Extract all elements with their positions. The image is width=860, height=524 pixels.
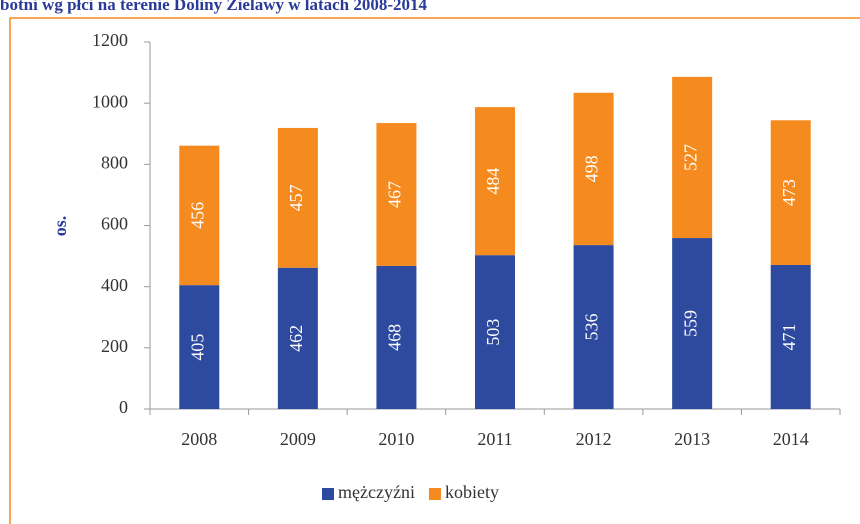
y-tick-label: 0 xyxy=(119,397,128,417)
bar-segment xyxy=(277,267,318,409)
data-label: 503 xyxy=(483,319,503,346)
data-label: 471 xyxy=(779,323,799,350)
x-tick-label: 2009 xyxy=(280,429,316,449)
legend-label: mężczyźni xyxy=(338,482,415,502)
data-label: 536 xyxy=(582,314,602,341)
y-axis-label: os. xyxy=(50,216,70,237)
x-tick-label: 2011 xyxy=(477,429,512,449)
chart-title: botni wg płci na terenie Doliny Zielawy … xyxy=(0,0,428,14)
legend-swatch xyxy=(322,488,334,500)
x-tick-label: 2014 xyxy=(773,429,809,449)
bar-segment xyxy=(475,255,515,409)
data-label: 473 xyxy=(779,179,799,206)
y-tick-label: 600 xyxy=(101,214,128,234)
x-tick-label: 2010 xyxy=(378,429,414,449)
data-label: 462 xyxy=(286,325,306,352)
bar-segment xyxy=(475,107,515,256)
data-label: 457 xyxy=(286,184,306,211)
x-tick-label: 2008 xyxy=(181,429,217,449)
legend-swatch xyxy=(428,488,441,500)
bar-segment xyxy=(770,120,811,265)
bar-segment xyxy=(179,145,220,286)
bar-segment xyxy=(573,245,614,409)
data-label: 467 xyxy=(385,181,405,208)
bar-segment xyxy=(672,76,713,239)
data-label: 527 xyxy=(680,144,700,171)
x-tick-label: 2012 xyxy=(576,429,612,449)
y-tick-label: 200 xyxy=(101,336,128,356)
bar-segment xyxy=(277,127,318,268)
bar-segment xyxy=(573,92,614,246)
data-label: 468 xyxy=(385,324,405,351)
data-label: 405 xyxy=(187,334,207,361)
data-label: 484 xyxy=(483,168,503,195)
data-label: 498 xyxy=(582,155,602,182)
y-tick-label: 800 xyxy=(101,152,128,172)
bar-segment xyxy=(672,238,713,409)
bar-segment xyxy=(376,123,417,266)
bar-segment xyxy=(376,265,417,409)
y-tick-label: 1200 xyxy=(92,30,128,50)
x-tick-label: 2013 xyxy=(674,429,710,449)
frame xyxy=(9,17,860,524)
y-tick-label: 400 xyxy=(101,275,128,295)
data-label: 456 xyxy=(187,202,207,229)
bar-segment xyxy=(179,285,220,409)
y-tick-label: 1000 xyxy=(92,91,128,111)
bar-segment xyxy=(770,264,811,409)
legend-label: kobiety xyxy=(445,482,499,502)
data-label: 559 xyxy=(680,310,700,337)
